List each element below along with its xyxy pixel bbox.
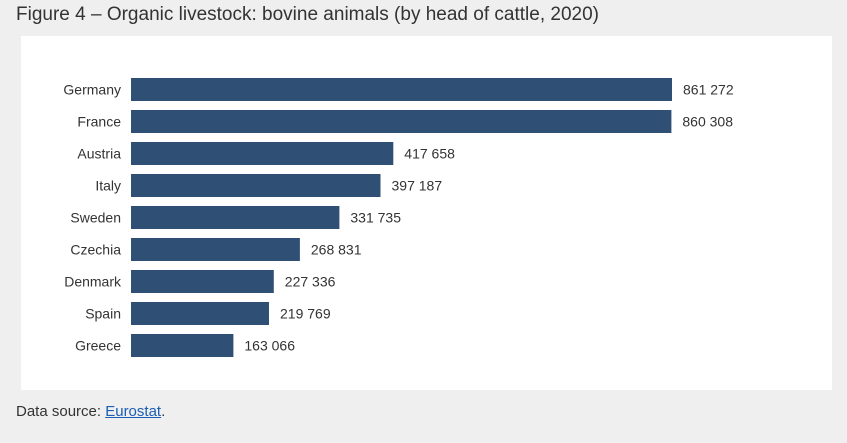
bar-czechia: [131, 238, 300, 261]
value-label-greece: 163 066: [244, 338, 295, 354]
bar-france: [131, 110, 672, 133]
bar-germany: [131, 78, 672, 101]
bar-sweden: [131, 206, 340, 229]
category-label-austria: Austria: [77, 146, 121, 162]
figure-title: Figure 4 – Organic livestock: bovine ani…: [16, 4, 599, 25]
value-label-spain: 219 769: [280, 306, 331, 322]
value-label-czechia: 268 831: [311, 242, 362, 258]
value-label-austria: 417 658: [404, 146, 455, 162]
category-label-germany: Germany: [63, 82, 121, 98]
category-label-denmark: Denmark: [64, 274, 122, 290]
value-label-germany: 861 272: [683, 82, 734, 98]
category-label-italy: Italy: [95, 178, 121, 194]
category-label-greece: Greece: [75, 338, 121, 354]
chart-panel: Germany 861 272 France 860 308 Austria 417 65…: [21, 36, 832, 390]
value-label-france: 860 308: [682, 114, 733, 130]
bar-italy: [131, 174, 381, 197]
bar-greece: [131, 334, 234, 357]
value-label-sweden: 331 735: [350, 210, 401, 226]
eurostat-link[interactable]: Eurostat: [105, 403, 162, 420]
category-label-spain: Spain: [85, 306, 121, 322]
data-source-prefix: Data source:: [16, 403, 106, 420]
data-source-suffix: .: [161, 403, 166, 420]
value-label-denmark: 227 336: [285, 274, 336, 290]
category-label-france: France: [77, 114, 121, 130]
bar-chart: Germany 861 272 France 860 308 Austria 417 65…: [63, 78, 734, 357]
category-label-sweden: Sweden: [70, 210, 121, 226]
bar-denmark: [131, 270, 274, 293]
category-label-czechia: Czechia: [70, 242, 121, 258]
bar-austria: [131, 142, 394, 165]
data-source-line: Data source: Eurostat.: [16, 403, 165, 420]
value-label-italy: 397 187: [392, 178, 443, 194]
bar-spain: [131, 302, 269, 325]
